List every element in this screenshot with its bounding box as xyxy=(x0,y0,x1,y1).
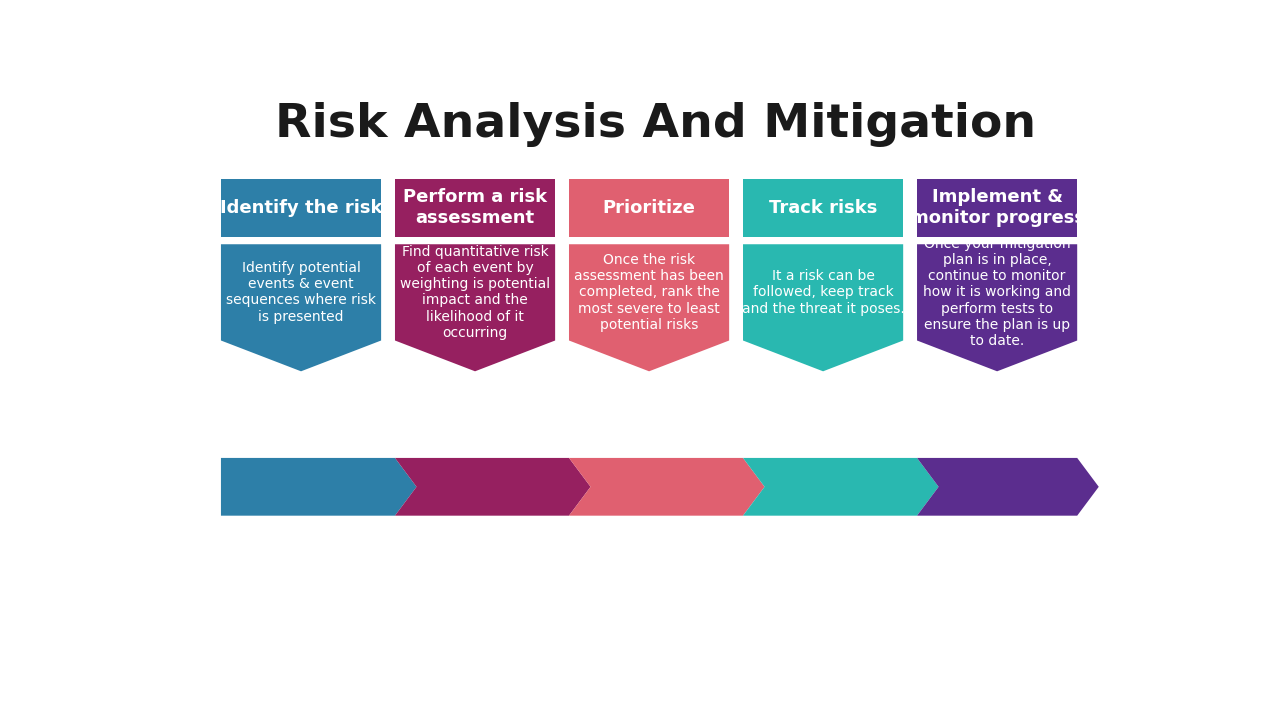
Polygon shape xyxy=(570,244,730,372)
Polygon shape xyxy=(742,458,938,516)
Polygon shape xyxy=(570,458,764,516)
Text: Risk Analysis And Mitigation: Risk Analysis And Mitigation xyxy=(275,102,1037,148)
FancyBboxPatch shape xyxy=(396,179,556,237)
Text: Implement &
monitor progress: Implement & monitor progress xyxy=(910,188,1084,227)
Text: Perform a risk
assessment: Perform a risk assessment xyxy=(403,188,547,227)
Polygon shape xyxy=(742,244,904,372)
Polygon shape xyxy=(396,244,556,372)
Polygon shape xyxy=(916,244,1078,372)
FancyBboxPatch shape xyxy=(916,179,1078,237)
Text: Once your mitigation
plan is in place,
continue to monitor
how it is working and: Once your mitigation plan is in place, c… xyxy=(923,237,1071,348)
Polygon shape xyxy=(221,244,381,372)
Text: Identify the risk: Identify the risk xyxy=(220,199,383,217)
FancyBboxPatch shape xyxy=(742,179,904,237)
Polygon shape xyxy=(221,458,416,516)
FancyBboxPatch shape xyxy=(570,179,730,237)
Text: Once the risk
assessment has been
completed, rank the
most severe to least
poten: Once the risk assessment has been comple… xyxy=(575,253,724,332)
Polygon shape xyxy=(916,458,1098,516)
FancyBboxPatch shape xyxy=(221,179,381,237)
Text: Find quantitative risk
of each event by
weighting is potential
impact and the
li: Find quantitative risk of each event by … xyxy=(399,245,550,340)
Polygon shape xyxy=(396,458,590,516)
Text: Prioritize: Prioritize xyxy=(603,199,695,217)
Text: Identify potential
events & event
sequences where risk
is presented: Identify potential events & event sequen… xyxy=(227,261,376,324)
Text: It a risk can be
followed, keep track
and the threat it poses.: It a risk can be followed, keep track an… xyxy=(741,269,905,315)
Text: Track risks: Track risks xyxy=(769,199,877,217)
